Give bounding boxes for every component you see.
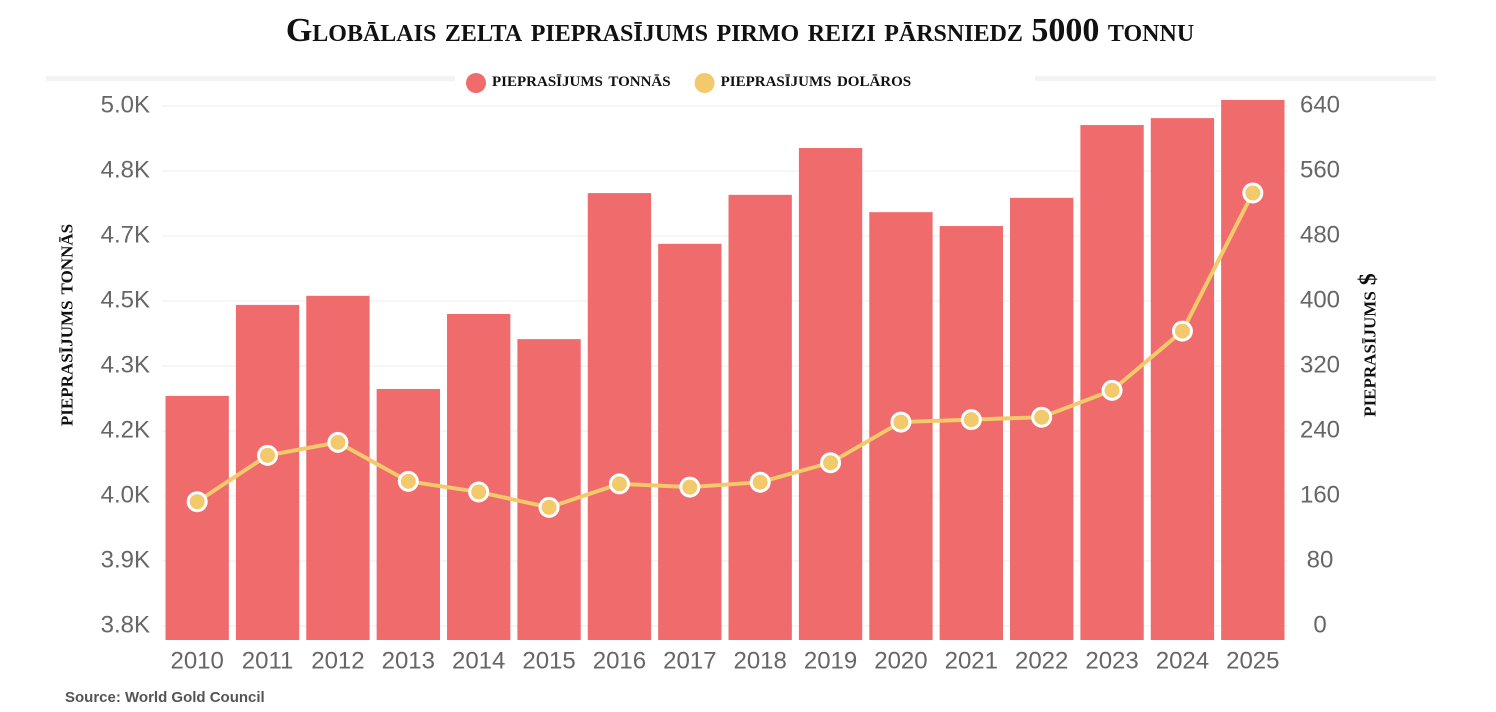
x-tick-label: 2024 bbox=[1156, 647, 1209, 674]
x-tick-label: 2023 bbox=[1085, 647, 1138, 674]
bar bbox=[939, 226, 1003, 641]
x-tick-label: 2015 bbox=[522, 647, 575, 674]
legend-marker bbox=[466, 73, 486, 93]
bar bbox=[376, 388, 440, 640]
point bbox=[679, 476, 701, 498]
bar bbox=[447, 314, 511, 640]
x-tick-label: 2025 bbox=[1226, 647, 1279, 674]
x-tick-label: 2016 bbox=[593, 647, 646, 674]
y2-tick-label: 400 bbox=[1300, 286, 1340, 313]
x-tick-label: 2018 bbox=[733, 647, 786, 674]
source: Source: World Gold Council bbox=[65, 689, 265, 706]
y2-tick-label: 320 bbox=[1300, 351, 1340, 378]
point bbox=[397, 470, 419, 492]
x-tick-label: 2020 bbox=[874, 647, 927, 674]
y2-tick-label: 640 bbox=[1300, 91, 1340, 118]
point bbox=[538, 496, 560, 518]
bar bbox=[1150, 118, 1215, 641]
line bbox=[196, 192, 1255, 510]
legend-marker bbox=[694, 73, 715, 93]
bar bbox=[728, 194, 792, 641]
y2-tick-label: 480 bbox=[1300, 221, 1340, 248]
x-tick-label: 2013 bbox=[382, 647, 435, 674]
bar bbox=[517, 339, 581, 640]
y-tick-label: 3.9K bbox=[101, 546, 150, 573]
x-tick-label: 2021 bbox=[945, 647, 998, 674]
bar bbox=[306, 295, 370, 640]
legend-label: pieprasījums dolāros bbox=[721, 66, 912, 91]
point bbox=[1031, 406, 1053, 428]
bar bbox=[658, 243, 722, 641]
point bbox=[820, 452, 842, 474]
x-tick-label: 2022 bbox=[1015, 647, 1068, 674]
bar bbox=[798, 148, 863, 641]
bar bbox=[165, 395, 229, 640]
y2-tick-label: 0 bbox=[1313, 611, 1326, 638]
y2-axis-title: pieprasījums $ bbox=[1356, 273, 1382, 417]
y-tick-label: 4.8K bbox=[101, 156, 150, 183]
x-tick-label: 2010 bbox=[170, 647, 223, 674]
y-tick-label: 4.5K bbox=[101, 286, 150, 313]
y-tick-label: 5.0K bbox=[101, 91, 150, 118]
point bbox=[327, 431, 349, 453]
x-tick-label: 2019 bbox=[804, 647, 857, 674]
point bbox=[749, 471, 771, 493]
x-tick-label: 2014 bbox=[452, 647, 505, 674]
y-tick-label: 3.8K bbox=[101, 611, 150, 638]
point bbox=[608, 473, 630, 495]
bar bbox=[587, 193, 652, 640]
y-axis-title: pieprasījums tonnās bbox=[53, 224, 79, 426]
legend-label: pieprasījums tonnās bbox=[492, 66, 671, 91]
point bbox=[1171, 320, 1193, 342]
x-tick-label: 2012 bbox=[311, 647, 364, 674]
y2-tick-label: 240 bbox=[1300, 416, 1340, 443]
bar bbox=[1221, 99, 1285, 640]
point bbox=[1101, 379, 1123, 401]
y-tick-label: 4.2K bbox=[101, 416, 150, 443]
point bbox=[468, 481, 490, 503]
y-tick-label: 4.7K bbox=[101, 221, 150, 248]
chart-title: Globālais zelta pieprasījums pirmo reizi… bbox=[286, 12, 1194, 49]
x-tick-label: 2017 bbox=[663, 647, 716, 674]
point bbox=[1242, 182, 1264, 204]
y2-tick-label: 560 bbox=[1300, 156, 1340, 183]
y2-tick-label: 80 bbox=[1307, 546, 1334, 573]
y-tick-label: 4.0K bbox=[101, 481, 150, 508]
point bbox=[960, 409, 982, 431]
y-tick-label: 4.3K bbox=[101, 351, 150, 378]
y2-tick-label: 160 bbox=[1300, 481, 1340, 508]
bar bbox=[235, 304, 300, 640]
x-tick-label: 2011 bbox=[242, 647, 294, 674]
point bbox=[257, 444, 279, 466]
legend-bg bbox=[455, 66, 1035, 96]
point bbox=[890, 411, 912, 433]
point bbox=[186, 491, 208, 513]
